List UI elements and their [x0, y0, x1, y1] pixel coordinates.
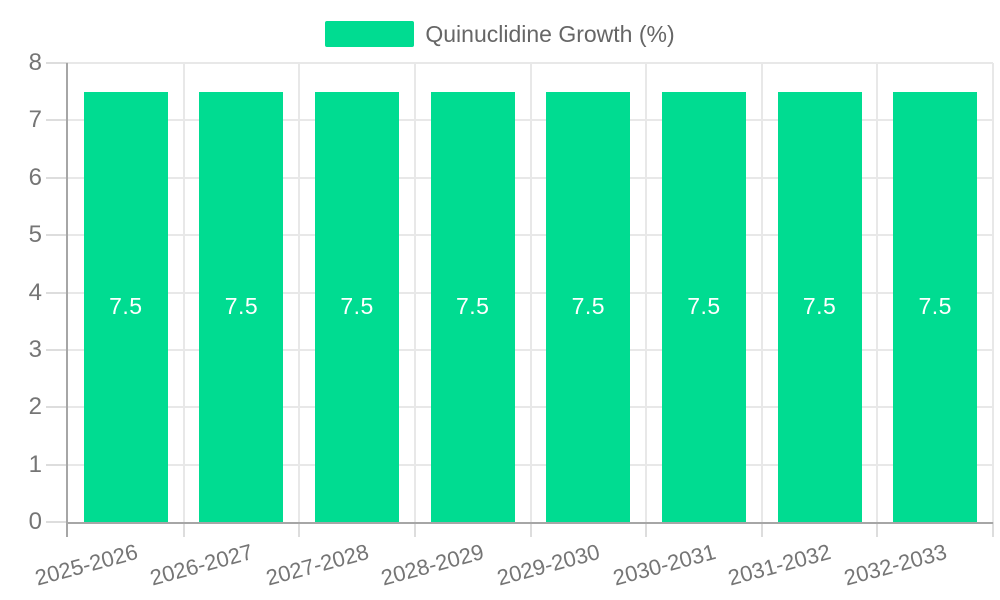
x-axis-label: 2029-2030 [494, 539, 603, 591]
y-axis-line [66, 63, 68, 537]
gridline-vertical [876, 63, 879, 522]
bar-value-label: 7.5 [224, 293, 259, 320]
y-axis-tick [46, 119, 68, 122]
gridline-vertical [760, 63, 763, 522]
x-axis-tick [413, 522, 416, 537]
x-axis-label: 2025-2026 [31, 539, 141, 591]
y-axis-label: 7 [28, 106, 42, 134]
bar[interactable]: 7.5 [83, 91, 168, 522]
gridline-vertical [992, 63, 994, 522]
x-axis-tick [645, 522, 648, 537]
y-axis-tick [46, 463, 68, 466]
y-axis-label: 5 [28, 221, 42, 249]
bar-value-label: 7.5 [687, 293, 721, 320]
x-axis-tick [298, 522, 301, 537]
y-axis-label: 2 [28, 393, 42, 421]
bar-value-label: 7.5 [918, 293, 952, 320]
chart-legend[interactable]: Quinuclidine Growth (%) [0, 21, 1000, 47]
y-axis-tick [46, 348, 68, 351]
x-axis-tick [992, 522, 994, 537]
y-axis-tick [46, 62, 68, 64]
gridline-vertical [529, 63, 532, 522]
x-axis-label: 2032-2033 [841, 539, 950, 591]
y-axis-label: 3 [28, 335, 42, 363]
y-axis-label: 4 [28, 278, 42, 306]
x-axis-label: 2031-2032 [725, 539, 834, 591]
gridline-vertical [182, 63, 185, 522]
y-axis-tick [46, 406, 68, 409]
y-axis-tick [46, 521, 68, 523]
bar-value-label: 7.5 [802, 293, 837, 320]
bar[interactable]: 7.5 [546, 91, 631, 522]
bar[interactable]: 7.5 [777, 91, 862, 522]
x-axis-tick [876, 522, 879, 537]
gridline-vertical [298, 63, 301, 522]
bar-value-label: 7.5 [109, 293, 143, 320]
bar[interactable]: 7.5 [430, 91, 515, 522]
gridline-vertical [413, 63, 416, 522]
y-axis-tick [46, 291, 68, 294]
y-axis-label: 1 [28, 450, 42, 478]
y-axis-tick [46, 234, 68, 237]
bar[interactable]: 7.5 [199, 91, 284, 522]
x-axis-label: 2027-2028 [263, 539, 372, 591]
gridline-vertical [645, 63, 648, 522]
legend-label: Quinuclidine Growth (%) [425, 21, 675, 47]
y-axis-tick [46, 176, 68, 179]
x-axis-label: 2026-2027 [147, 539, 256, 591]
x-axis-label: 2028-2029 [378, 539, 487, 591]
bar-value-label: 7.5 [340, 293, 374, 320]
y-axis-label: 6 [28, 163, 42, 191]
bar[interactable]: 7.5 [893, 91, 978, 522]
x-axis-label: 2030-2031 [610, 539, 719, 591]
bar[interactable]: 7.5 [315, 91, 400, 522]
y-axis-label: 8 [28, 49, 42, 76]
bar[interactable]: 7.5 [661, 91, 746, 522]
y-axis-label: 0 [28, 508, 42, 535]
x-axis-tick [529, 522, 532, 537]
x-axis-tick [760, 522, 763, 537]
legend-swatch [325, 21, 415, 47]
x-axis-tick [182, 522, 185, 537]
bar-value-label: 7.5 [455, 293, 490, 320]
bar-value-label: 7.5 [571, 293, 606, 320]
x-axis-line [66, 522, 993, 524]
